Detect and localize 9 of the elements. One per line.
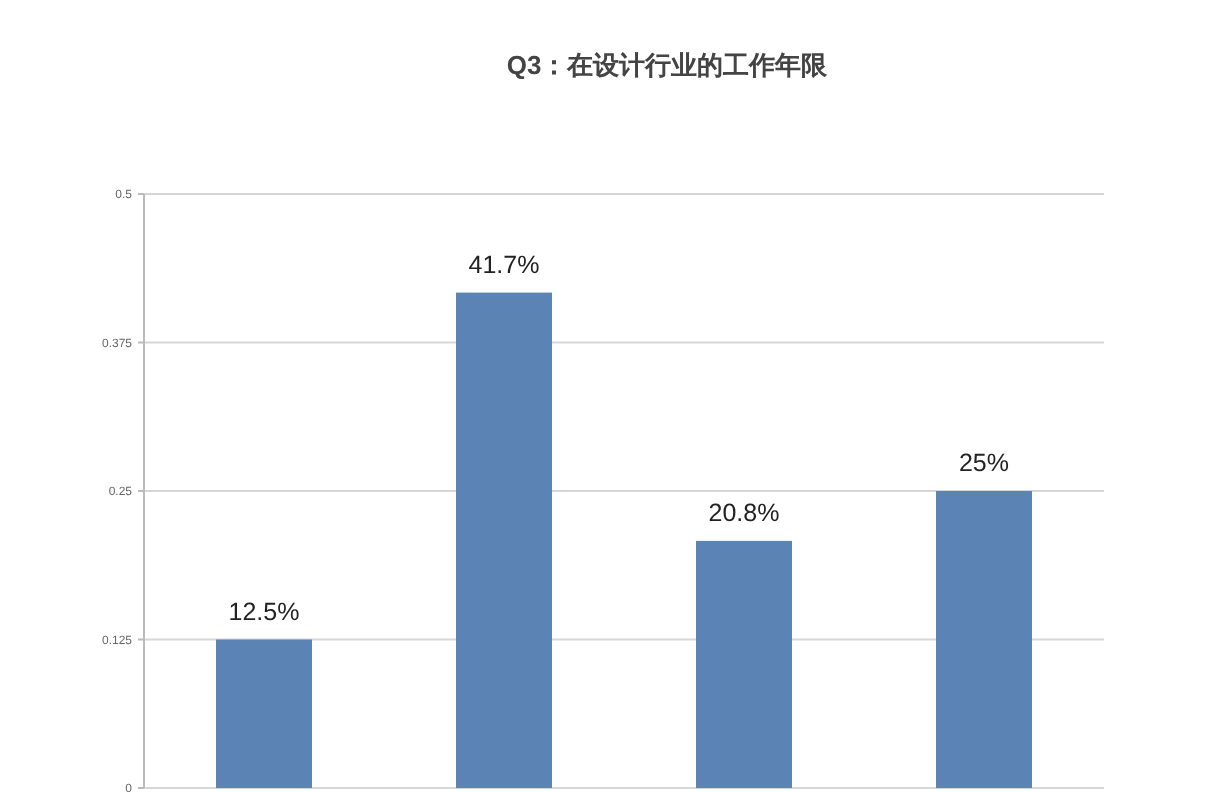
data-label: 20.8% [708, 498, 780, 527]
bar [936, 491, 1032, 788]
bar [696, 540, 792, 788]
chart-title: Q3：在设计行业的工作年限 [506, 50, 830, 80]
bar [456, 292, 552, 788]
bar [216, 639, 312, 788]
data-label: 12.5% [228, 597, 300, 626]
data-label: 41.7% [468, 250, 540, 279]
data-label: 25% [958, 449, 1010, 477]
